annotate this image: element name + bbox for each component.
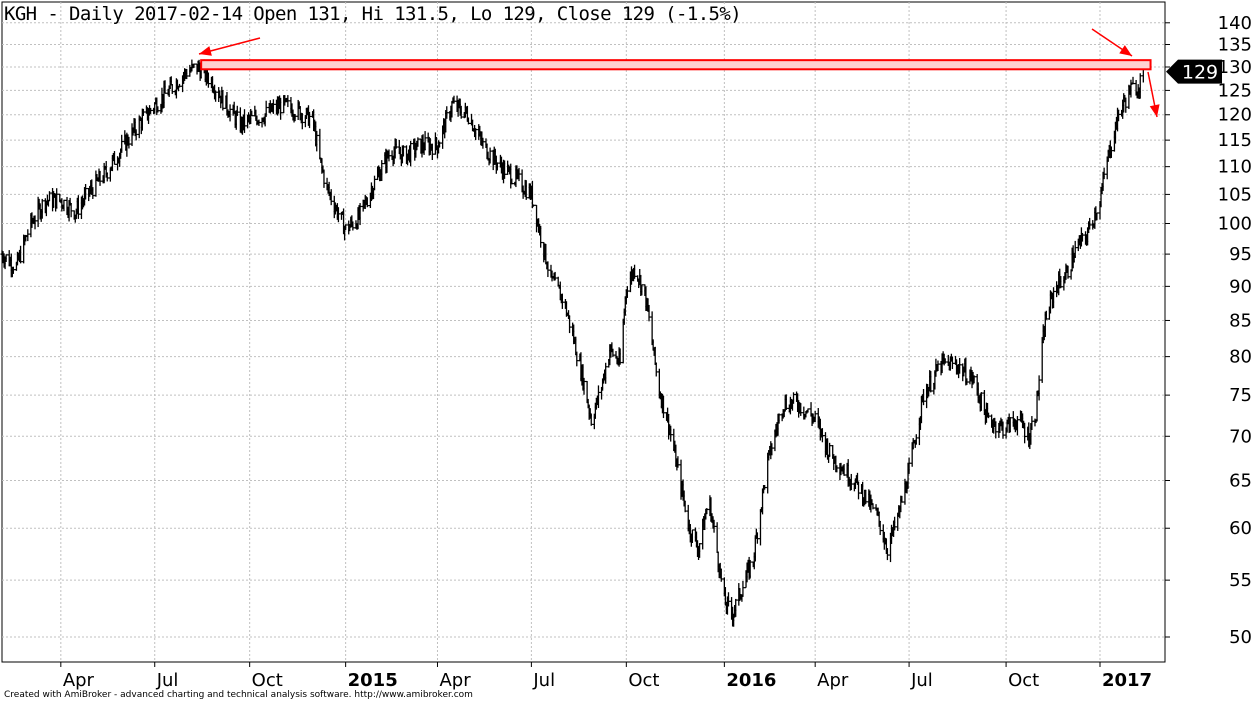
x-tick-label: Oct [1008,670,1039,691]
y-tick-label: 70 [1229,426,1252,447]
y-tick-label: 85 [1229,310,1252,331]
x-tick-label: Jul [156,670,179,691]
x-tick-label: 2016 [726,670,776,691]
x-tick-label: Jul [910,670,933,691]
last-price-label: 129 [1182,62,1218,84]
y-tick-label: 130 [1218,57,1252,78]
y-axis: 5055606570758085909510010511011512012513… [1165,13,1252,648]
x-tick-label: Oct [628,670,659,691]
x-tick-label: 2015 [348,670,398,691]
arrow-2017-touch-head [1119,45,1132,56]
y-tick-label: 100 [1218,214,1252,235]
annotations: 129 [198,28,1222,118]
y-tick-label: 125 [1218,80,1252,101]
y-tick-label: 140 [1218,13,1252,34]
chart-grid [1,1,1166,663]
arrow-down-head [1149,104,1160,117]
y-tick-label: 110 [1218,157,1252,178]
x-tick-label: Apr [63,670,95,691]
y-tick-label: 50 [1229,627,1252,648]
resistance-band [200,59,1152,71]
x-tick-label: Jul [532,670,555,691]
y-tick-label: 80 [1229,347,1252,368]
y-tick-label: 120 [1218,105,1252,126]
price-bars [0,59,1146,627]
y-tick-label: 65 [1229,470,1252,491]
y-tick-label: 105 [1218,184,1252,205]
x-tick-label: Apr [817,670,849,691]
y-tick-label: 60 [1229,518,1252,539]
last-price-label-bg [1166,59,1222,84]
y-tick-label: 90 [1229,276,1252,297]
y-tick-label: 75 [1229,385,1252,406]
x-tick-label: 2017 [1102,670,1152,691]
x-axis: Apr Jul Oct 2015 Apr Jul Oct 2016 Apr Jul Oct 2017 [60,662,1152,691]
y-tick-label: 135 [1218,34,1252,55]
y-tick-label: 55 [1229,570,1252,591]
y-tick-label: 95 [1229,244,1252,265]
x-tick-label: Apr [439,670,471,691]
y-tick-label: 115 [1218,130,1252,151]
plot-frame [1,1,1166,663]
x-tick-label: Oct [252,670,283,691]
arrow-2014-high-head [199,46,212,56]
chart-title: KGH - Daily 2017-02-14 Open 131, Hi 131.… [4,3,742,25]
footer-credit: Created with AmiBroker - advanced charti… [4,690,473,700]
